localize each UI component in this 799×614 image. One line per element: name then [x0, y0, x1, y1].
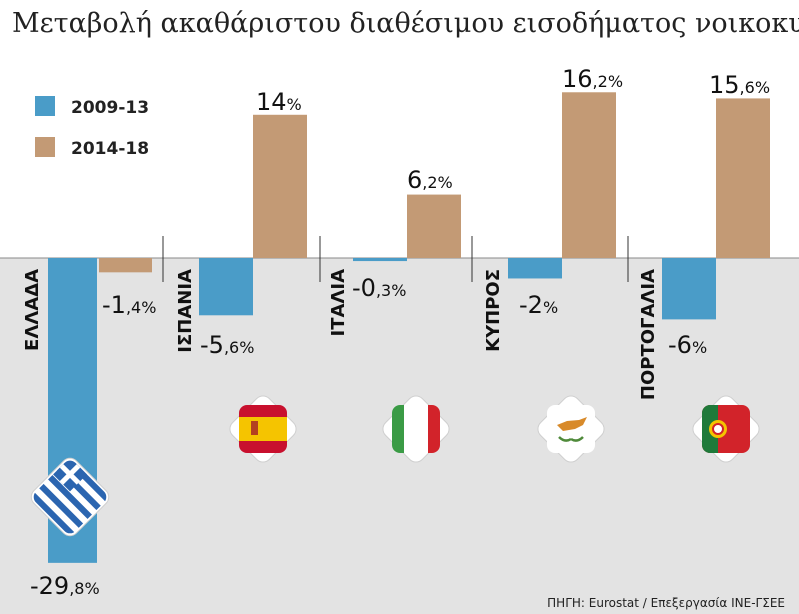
- legend-swatch-2014-18: [35, 137, 55, 157]
- bar-greece-2014-18: [99, 258, 152, 273]
- bars: [48, 92, 770, 563]
- country-separators: [162, 236, 629, 282]
- value-label-portugal-2014-18: 15,6%: [709, 71, 770, 99]
- value-label-greece-2014-18: -1,4%: [102, 291, 156, 319]
- country-label-cyprus: ΚΥΠΡΟΣ: [483, 269, 504, 352]
- value-label-spain-2009-13: -5,6%: [200, 331, 254, 359]
- value-labels: -29,8% -1,4% -5,6% 14% -0,3% 6,2% -2% 16…: [30, 65, 770, 600]
- value-label-italy-2009-13: -0,3%: [352, 274, 406, 302]
- value-label-portugal-2009-13: -6%: [668, 331, 707, 359]
- legend-swatch-2009-13: [35, 96, 55, 116]
- bar-cyprus-2009-13: [508, 258, 562, 279]
- bar-italy-2014-18: [407, 194, 461, 258]
- value-label-spain-2014-18: 14%: [256, 88, 302, 116]
- legend-label-2009-13: 2009-13: [71, 98, 149, 118]
- bar-spain-2009-13: [199, 258, 253, 316]
- country-label-italy: ΙΤΑΛΙΑ: [328, 269, 349, 337]
- legend-label-2014-18: 2014-18: [71, 139, 149, 159]
- country-label-portugal: ΠΟΡΤΟΓΑΛΙΑ: [638, 269, 659, 400]
- bar-spain-2014-18: [253, 114, 307, 258]
- spain-flag-icon: [229, 395, 297, 463]
- italy-flag-icon: [382, 395, 450, 463]
- country-labels: ΕΛΛΑΔΑ ΙΣΠΑΝΙΑ ΙΤΑΛΙΑ ΚΥΠΡΟΣ ΠΟΡΤΟΓΑΛΙΑ: [22, 269, 659, 400]
- value-label-cyprus-2009-13: -2%: [519, 291, 558, 319]
- bar-italy-2009-13: [353, 258, 407, 262]
- bar-cyprus-2014-18: [562, 92, 616, 258]
- value-label-greece-2009-13: -29,8%: [30, 572, 100, 600]
- value-label-cyprus-2014-18: 16,2%: [562, 65, 623, 93]
- portugal-flag-icon: [692, 395, 760, 463]
- bar-portugal-2009-13: [662, 258, 716, 320]
- bar-portugal-2014-18: [716, 98, 770, 258]
- country-label-greece: ΕΛΛΑΔΑ: [22, 269, 43, 351]
- cyprus-flag-icon: [537, 395, 605, 463]
- legend: 2009-13 2014-18: [35, 96, 149, 159]
- source-note: ΠΗΓΗ: Eurostat / Επεξεργασία INE-ΓΣΕΕ: [547, 596, 785, 610]
- greece-flag-icon: [30, 457, 110, 537]
- value-label-italy-2014-18: 6,2%: [407, 166, 453, 194]
- country-label-spain: ΙΣΠΑΝΙΑ: [175, 269, 196, 353]
- chart-title: Μεταβολή ακαθάριστου διαθέσιμου εισοδήμα…: [12, 8, 799, 39]
